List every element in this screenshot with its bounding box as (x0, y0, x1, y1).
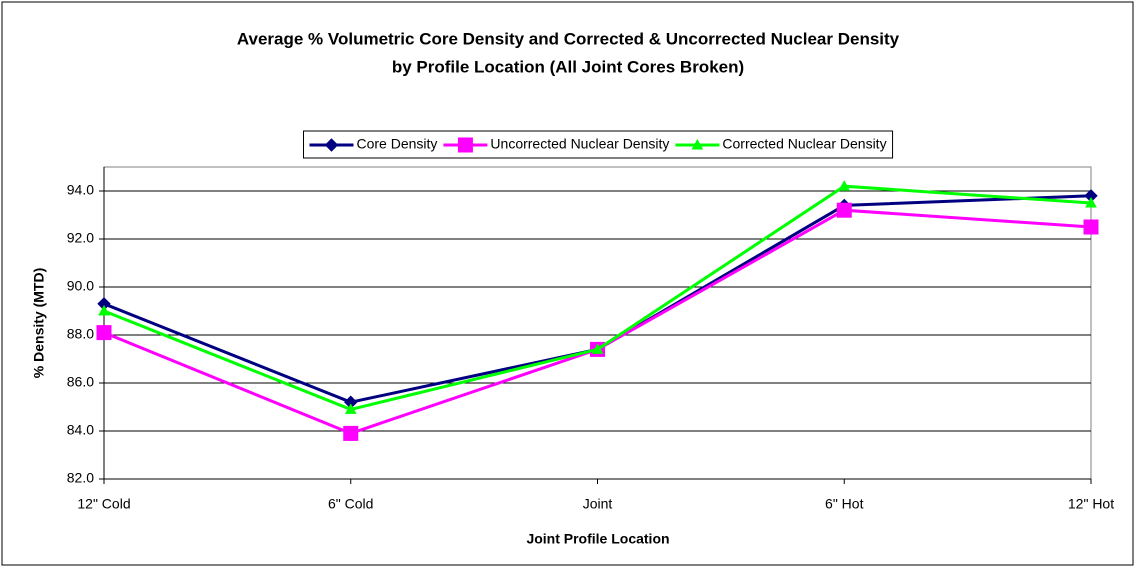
y-axis-label: % Density (MTD) (31, 268, 47, 378)
y-tick-label: 84.0 (67, 422, 94, 438)
legend: Core Density Uncorrected Nuclear Density C… (303, 130, 894, 159)
y-tick-label: 92.0 (67, 230, 94, 246)
marker (1083, 219, 1099, 235)
legend-box (303, 130, 894, 159)
chart-title: Average % Volumetric Core Density and Co… (237, 29, 900, 48)
y-tick-label: 94.0 (67, 182, 94, 198)
y-tick-label: 82.0 (67, 470, 94, 486)
marker (591, 343, 604, 354)
x-tick-label: Joint (583, 496, 613, 512)
marker (324, 138, 339, 152)
marker (98, 304, 110, 316)
legend-label: Core Density (357, 136, 438, 152)
x-tick-label: 12" Cold (77, 496, 130, 512)
y-tick-label: 86.0 (67, 374, 94, 390)
marker (691, 138, 704, 150)
y-tick-label: 88.0 (67, 326, 94, 342)
legend-label: Corrected Nuclear Density (722, 136, 886, 152)
marker (343, 425, 359, 441)
x-tick-label: 6" Cold (328, 496, 373, 512)
marker (96, 325, 112, 341)
y-tick-label: 90.0 (67, 278, 94, 294)
chart-title: by Profile Location (All Joint Cores Bro… (392, 57, 744, 76)
x-axis-label: Joint Profile Location (526, 531, 669, 547)
plot-area (103, 166, 1092, 480)
marker (838, 180, 851, 191)
x-tick-label: 6" Hot (825, 496, 864, 512)
legend-label: Uncorrected Nuclear Density (490, 136, 669, 152)
marker (836, 202, 852, 218)
x-tick-label: 12" Hot (1068, 496, 1114, 512)
marker (344, 403, 357, 414)
marker (457, 137, 473, 153)
marker (1085, 196, 1097, 208)
